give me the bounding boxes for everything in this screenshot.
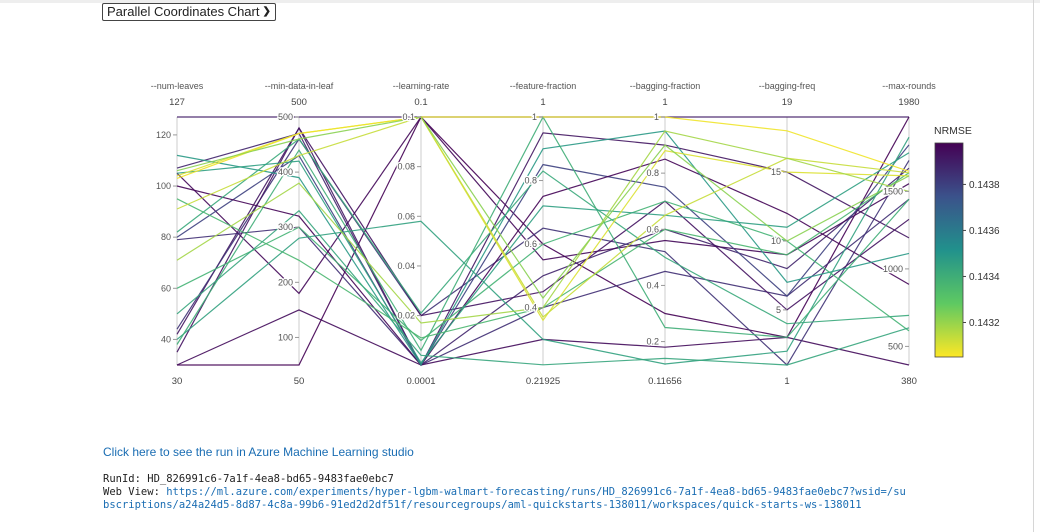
axis-title: --bagging-fraction	[630, 81, 701, 91]
web-view-url-part2[interactable]: bscriptions/a24a24d5-8d87-4c8a-99b6-91ed…	[103, 499, 862, 511]
colorbar-tick-label: 0.1432	[969, 318, 1000, 329]
axis-tick-label: 80	[161, 232, 171, 242]
axis-tick-label: 15	[771, 167, 781, 177]
axis-tick-label: 10	[771, 236, 781, 246]
axis-tick-label: 0.04	[397, 261, 415, 271]
top-border	[0, 0, 1040, 3]
colorbar-tick-label: 0.1434	[969, 272, 1000, 283]
run-id-line: RunId: HD_826991c6-7a1f-4ea8-bd65-9483fa…	[103, 473, 394, 485]
axis-max-label: 0.1	[414, 97, 427, 108]
axis-tick-label: 60	[161, 283, 171, 293]
axis-tick-label: 100	[278, 332, 293, 342]
axis-tick-label: 1	[654, 112, 659, 122]
axis-tick-label: 400	[278, 167, 293, 177]
axis-tick-label: 1000	[883, 264, 903, 274]
axis-tick-label: 200	[278, 277, 293, 287]
axis-tick-label: 0.6	[646, 224, 659, 234]
axis-tick-label: 40	[161, 334, 171, 344]
axis-tick-label: 500	[888, 341, 903, 351]
axis-min-label: 50	[294, 376, 305, 387]
axis-min-label: 30	[172, 376, 183, 387]
axis-min-label: 1	[784, 376, 789, 387]
panel-right-border	[1033, 0, 1034, 532]
axis-max-label: 1980	[898, 97, 919, 108]
colorbar-tick-label: 0.1438	[969, 180, 1000, 191]
web-view-url-part1[interactable]: https://ml.azure.com/experiments/hyper-l…	[166, 486, 906, 498]
colorbar-tick-label: 0.1436	[969, 226, 1000, 237]
parallel-coordinates-chart[interactable]: --num-leaves 127 30 40 60 80 100 120 --min-data-…	[0, 0, 1040, 440]
axis-max-label: 500	[291, 97, 307, 108]
colorbar-title: NRMSE	[934, 125, 972, 137]
chevron-down-icon: ❯	[262, 6, 271, 17]
axis-title: --num-leaves	[151, 81, 204, 91]
axis-min-label: 380	[901, 376, 917, 387]
axis-tick-label: 120	[156, 130, 171, 140]
axis-tick-label: 300	[278, 222, 293, 232]
axis-tick-label: 100	[156, 181, 171, 191]
data-line	[176, 136, 910, 365]
axis-tick-label: 0.6	[524, 239, 537, 249]
axis-title: --feature-fraction	[510, 81, 577, 91]
axis-tick-label: 0.8	[524, 176, 537, 186]
axis-tick-label: 0.06	[397, 211, 415, 221]
colorbar	[934, 142, 964, 358]
web-view-line: Web View: https://ml.azure.com/experimen…	[103, 486, 906, 499]
data-line	[176, 209, 910, 366]
axis-max-label: 1	[662, 97, 667, 108]
axis-tick-label: 500	[278, 112, 293, 122]
axis-max-label: 19	[782, 97, 793, 108]
azure-ml-studio-link[interactable]: Click here to see the run in Azure Machi…	[103, 445, 414, 459]
axis-title: --learning-rate	[393, 81, 450, 91]
axis-title: --bagging-freq	[759, 81, 816, 91]
axis-title: --max-rounds	[882, 81, 936, 91]
data-line	[176, 130, 910, 367]
axis-min-label: 0.11656	[648, 376, 682, 387]
web-view-label: Web View:	[103, 486, 167, 498]
axis-max-label: 1	[540, 97, 545, 108]
axis-tick-label: 0.8	[646, 168, 659, 178]
web-view-line-2: bscriptions/a24a24d5-8d87-4c8a-99b6-91ed…	[103, 499, 862, 512]
data-line	[176, 158, 910, 366]
axis-tick-label: 0.02	[397, 311, 415, 321]
axis-tick-label: 0.08	[397, 162, 415, 172]
axis-tick-label: 0.1	[402, 112, 415, 122]
axis-tick-label: 0.4	[646, 280, 659, 290]
chart-type-select[interactable]: Parallel Coordinates Chart ❯	[102, 3, 276, 21]
data-line	[176, 152, 910, 364]
axis-max-label: 127	[169, 97, 185, 108]
axis-min-label: 0.21925	[526, 376, 560, 387]
axis-title: --min-data-in-leaf	[265, 81, 334, 91]
axis-tick-label: 0.4	[524, 303, 537, 313]
chart-type-select-label: Parallel Coordinates Chart	[107, 4, 260, 19]
axis-min-label: 0.0001	[406, 376, 435, 387]
axis-tick-label: 1	[532, 112, 537, 122]
axis-tick-label: 5	[776, 305, 781, 315]
axis-tick-label: 0.2	[646, 337, 659, 347]
axis-tick-label: 1500	[883, 186, 903, 196]
